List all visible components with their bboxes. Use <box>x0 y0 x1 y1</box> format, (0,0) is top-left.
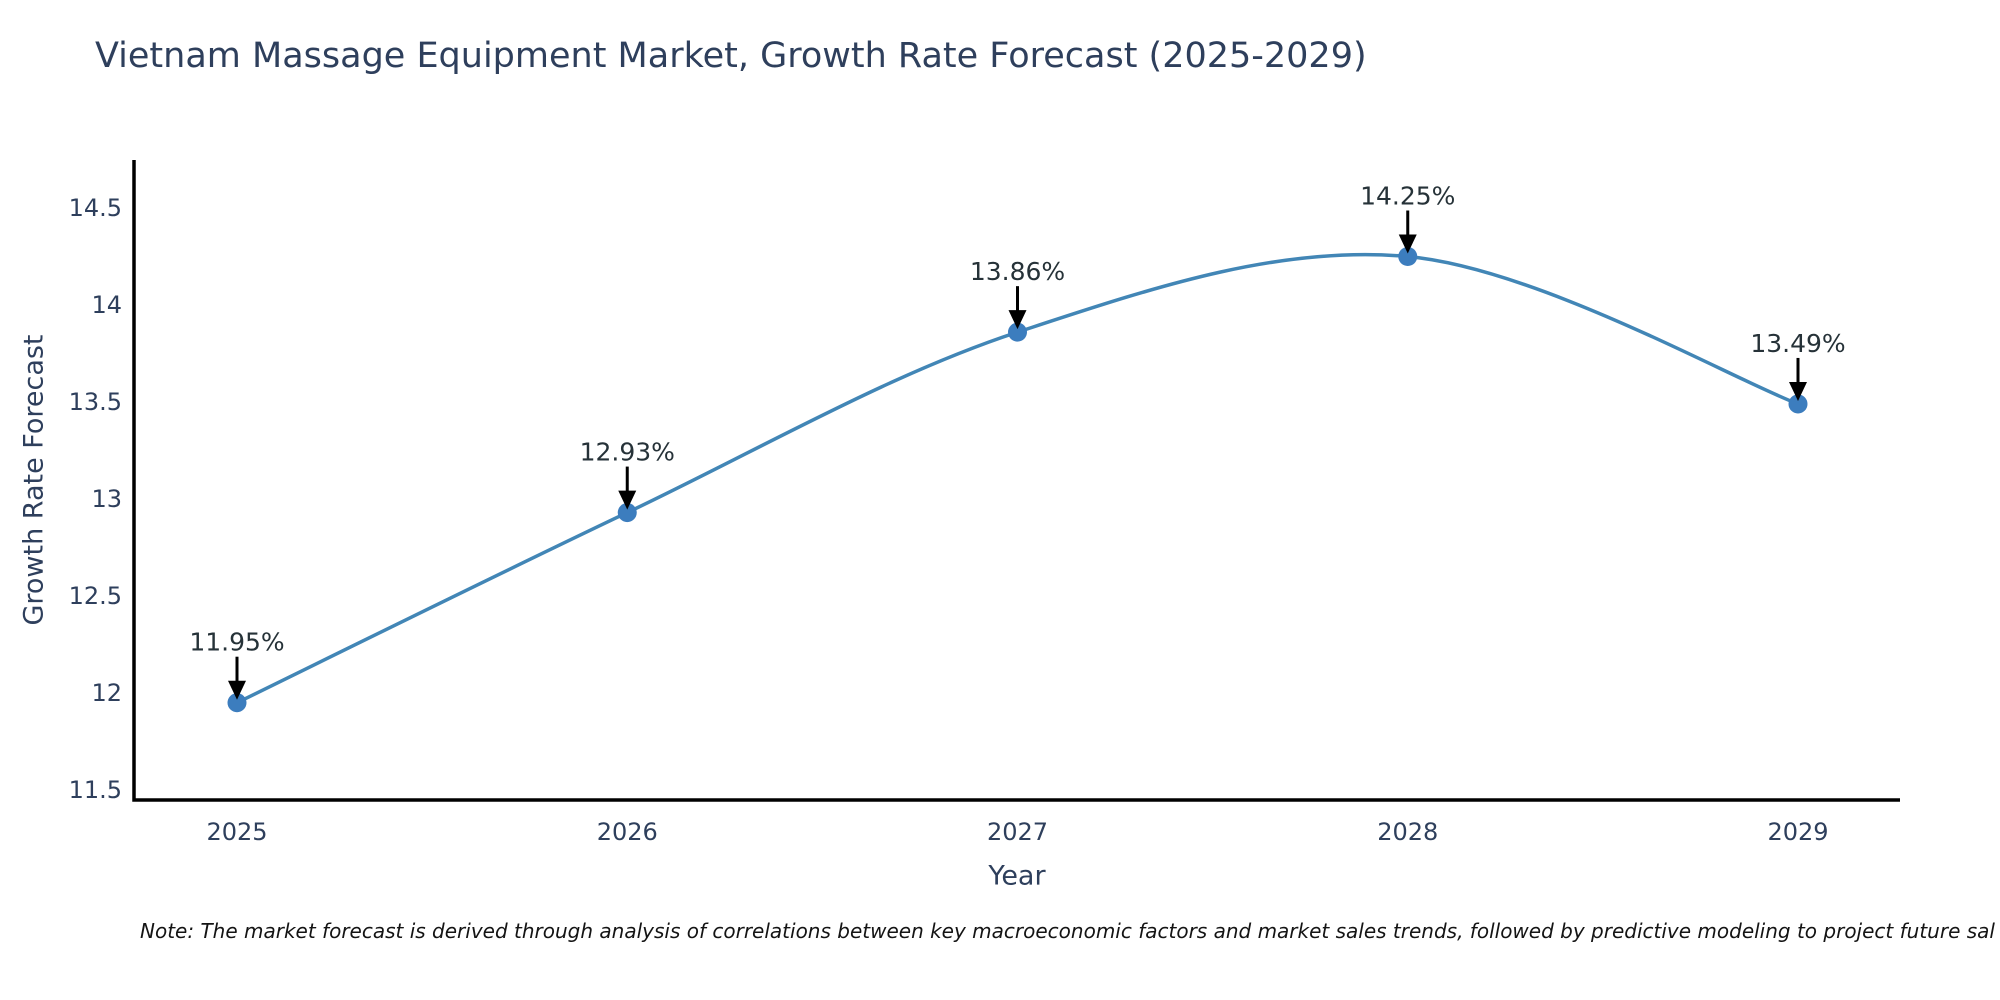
x-tick-label: 2029 <box>1767 818 1828 846</box>
data-point-label: 12.93% <box>580 438 675 467</box>
annotation-arrow-head <box>1008 310 1027 330</box>
y-tick-label: 11.5 <box>69 776 122 804</box>
x-tick-label: 2026 <box>597 818 658 846</box>
data-point-label: 11.95% <box>189 628 284 657</box>
annotation-arrow-head <box>1789 381 1807 401</box>
y-tick-label: 13 <box>91 485 122 513</box>
annotation-arrow-head <box>228 680 246 700</box>
y-tick-label: 14.5 <box>69 194 122 222</box>
x-tick-label: 2027 <box>987 818 1048 846</box>
data-point-label: 14.25% <box>1360 182 1455 211</box>
x-tick-label: 2028 <box>1377 818 1438 846</box>
data-point-marker <box>1398 247 1418 266</box>
data-point-marker <box>227 693 247 713</box>
annotation-arrow-head <box>618 490 637 510</box>
data-point-marker <box>617 503 637 523</box>
annotation-arrow-head <box>1398 234 1417 254</box>
footnote: Note: The market forecast is derived thr… <box>140 919 1995 943</box>
data-point-label: 13.49% <box>1750 329 1845 358</box>
data-point-label: 13.86% <box>970 257 1065 286</box>
y-tick-label: 12 <box>91 679 122 707</box>
y-tick-label: 12.5 <box>69 582 122 610</box>
data-point-marker <box>1788 394 1808 414</box>
x-axis-title: Year <box>988 860 1046 892</box>
y-tick-label: 13.5 <box>69 388 122 416</box>
y-tick-label: 14 <box>91 291 122 319</box>
data-point-marker <box>1008 322 1027 342</box>
chart-title: Vietnam Massage Equipment Market, Growth… <box>95 36 1367 76</box>
axis-spines <box>132 160 1900 802</box>
x-tick-label: 2025 <box>206 818 267 846</box>
